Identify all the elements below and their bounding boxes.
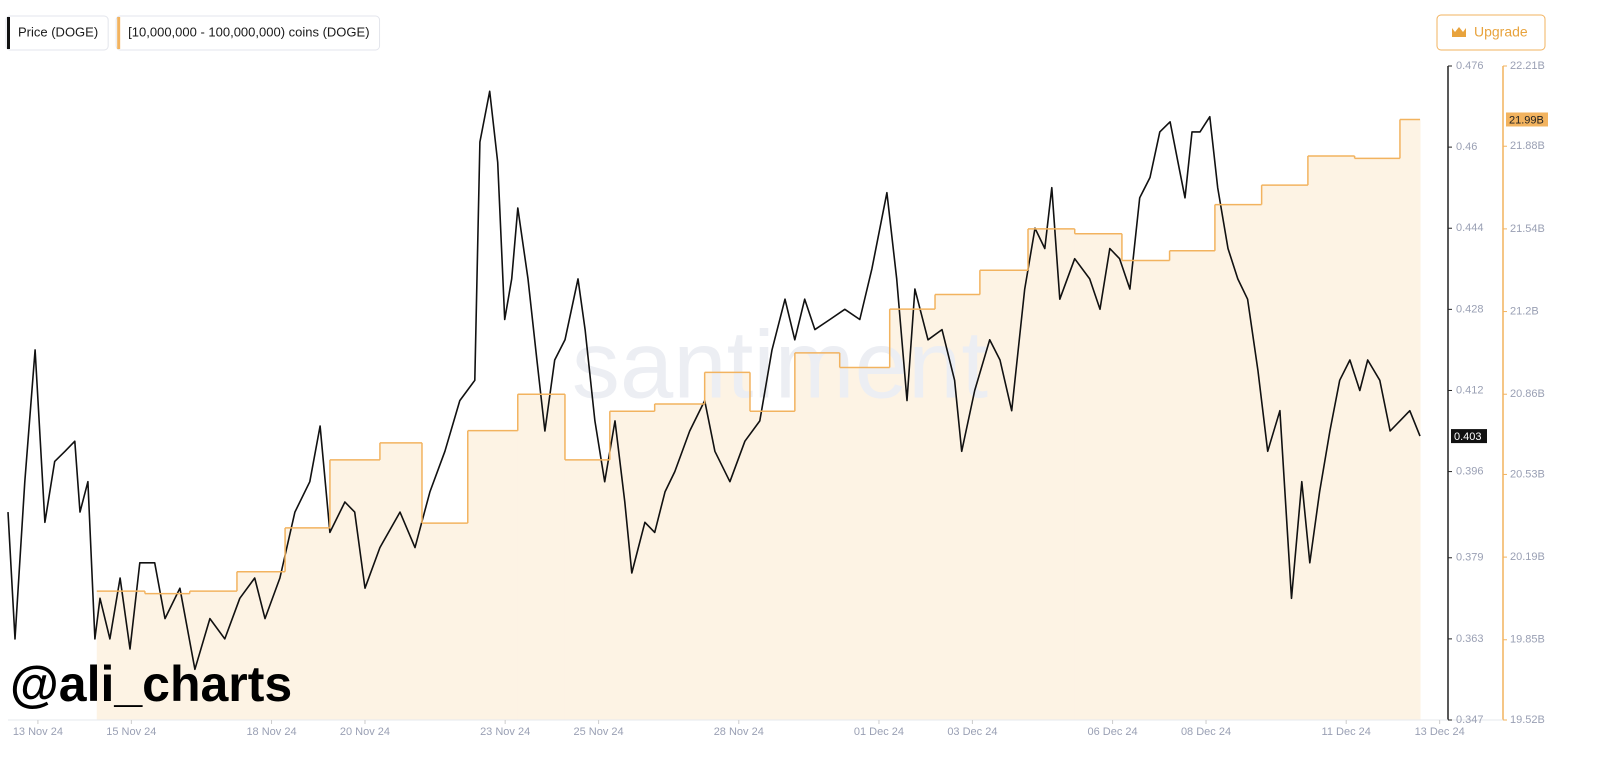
y-tick-label: 0.428 — [1456, 303, 1484, 315]
area-step — [467, 430, 519, 720]
y2-tick-label: 21.88B — [1510, 140, 1545, 152]
y-tick-label: 0.46 — [1456, 141, 1477, 153]
area-step — [794, 352, 841, 720]
legend-label: Price (DOGE) — [18, 24, 98, 39]
area-step — [1121, 260, 1171, 720]
area-step — [1169, 250, 1216, 720]
area-step — [1214, 204, 1263, 720]
y-tick-label: 0.444 — [1456, 222, 1484, 234]
area-step — [654, 403, 706, 720]
area-step — [1307, 155, 1356, 720]
current-value-tag — [1451, 429, 1487, 444]
y2-tick-label: 21.2B — [1510, 305, 1539, 317]
x-tick-label: 03 Dec 24 — [947, 726, 997, 738]
credit: @ali_charts — [10, 656, 292, 712]
area-step — [96, 591, 146, 720]
x-tick-label: 23 Nov 24 — [480, 726, 530, 738]
area-step — [189, 591, 238, 720]
y2-tick-label: 22.21B — [1510, 60, 1545, 72]
area-step — [1354, 158, 1401, 721]
area-step — [1028, 228, 1076, 720]
x-tick-label: 06 Dec 24 — [1088, 726, 1138, 738]
legend-item: [10,000,000 - 100,000,000) coins (DOGE) — [115, 15, 381, 51]
legend-swatch — [7, 17, 10, 49]
area-step — [935, 294, 981, 720]
upgrade-label[interactable]: Upgrade — [1474, 24, 1528, 40]
x-tick-label: 18 Nov 24 — [246, 726, 296, 738]
area-step — [564, 459, 611, 720]
y2-tick-label: 19.52B — [1510, 714, 1545, 726]
y2-tick-label: 21.54B — [1510, 223, 1545, 235]
area-step — [839, 367, 891, 720]
y2-tick-label: 20.53B — [1510, 468, 1545, 480]
plot: 13 Nov 24 15 Nov 24 18 Nov 24 20 Nov 24 23 N… — [7, 60, 1545, 738]
crown-icon — [1452, 27, 1466, 37]
area-step — [704, 372, 751, 720]
area-step — [1074, 233, 1123, 721]
legend-label: [10,000,000 - 100,000,000) coins (DOGE) — [128, 24, 369, 39]
y-tick-label: 0.347 — [1456, 714, 1484, 726]
y-tick-label: 0.379 — [1456, 552, 1484, 564]
area-step — [609, 411, 656, 720]
upgrade-button[interactable] — [1436, 14, 1546, 51]
area-step — [236, 571, 286, 720]
area-step — [517, 394, 566, 720]
y-tick-label: 0.363 — [1456, 633, 1484, 645]
area-step — [285, 527, 331, 720]
y2-tick-label: 20.86B — [1510, 388, 1545, 400]
y-tick-label: 0.396 — [1456, 465, 1484, 477]
price-line — [7, 90, 1421, 671]
legend-item: Price (DOGE) — [5, 15, 109, 51]
legend-box — [115, 15, 381, 51]
x-tick-label: 13 Dec 24 — [1415, 726, 1465, 738]
area-step — [421, 523, 469, 720]
watermark: santiment — [572, 311, 988, 418]
fills — [96, 119, 1421, 721]
x-tick-label: 25 Nov 24 — [574, 726, 624, 738]
current-value-label: 21.99B — [1509, 114, 1544, 126]
area-step — [1261, 185, 1309, 720]
area-step — [379, 442, 423, 720]
y2-tick-label: 20.19B — [1510, 551, 1545, 563]
x-tick-label: 08 Dec 24 — [1181, 726, 1231, 738]
x-tick-label: 11 Dec 24 — [1322, 726, 1371, 738]
y2-tick-label: 19.85B — [1510, 634, 1545, 646]
area-step — [1399, 119, 1421, 720]
x-tick-label: 13 Nov 24 — [13, 726, 63, 738]
x-tick-label: 20 Nov 24 — [340, 726, 390, 738]
legend-swatch — [117, 17, 121, 49]
x-tick-label: 15 Nov 24 — [106, 726, 156, 738]
legend-box — [5, 15, 109, 51]
area-step — [889, 309, 936, 720]
area-step — [749, 411, 796, 720]
area-step — [329, 459, 381, 720]
x-tick-label: 28 Nov 24 — [714, 726, 764, 738]
y-tick-label: 0.476 — [1456, 60, 1484, 72]
current-value-tag — [1506, 112, 1548, 127]
x-tick-label: 01 Dec 24 — [854, 726, 904, 738]
current-value-label: 0.403 — [1454, 431, 1482, 443]
y-tick-label: 0.412 — [1456, 384, 1484, 396]
